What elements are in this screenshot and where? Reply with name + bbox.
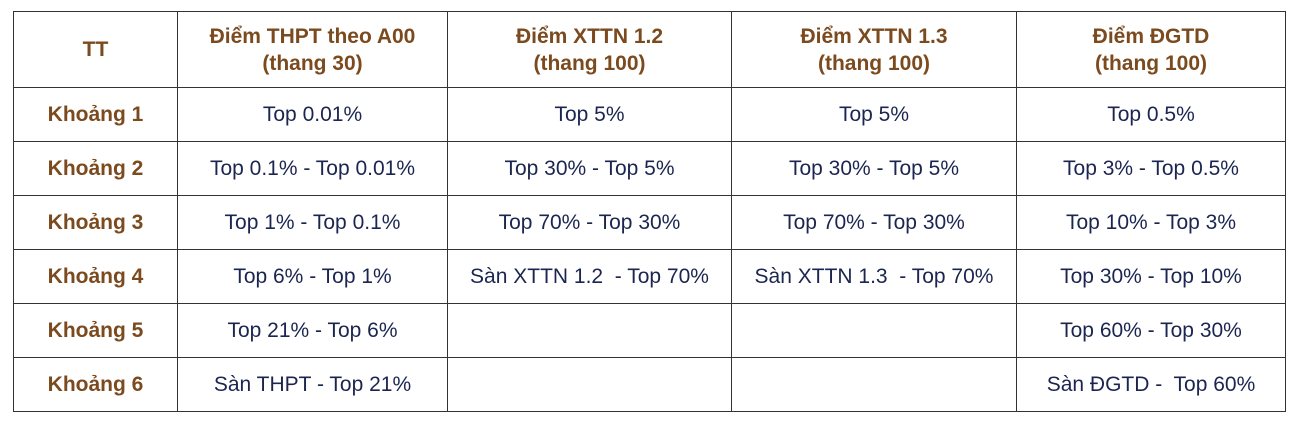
- table-cell: Top 10% - Top 3%: [1016, 195, 1286, 250]
- row-label: Khoảng 6: [13, 357, 178, 412]
- row-label: Khoảng 4: [13, 249, 178, 304]
- row-label: Khoảng 1: [13, 87, 178, 142]
- header-xttn-1-3: Điểm XTTN 1.3 (thang 100): [731, 11, 1017, 88]
- table-cell: Top 5%: [447, 87, 732, 142]
- table-cell-empty: [731, 357, 1017, 412]
- table-row: Khoảng 5 Top 21% - Top 6% Top 60% - Top …: [13, 303, 1286, 358]
- header-xttn-1-2-title: Điểm XTTN 1.2: [515, 24, 664, 48]
- table-row: Khoảng 3 Top 1% - Top 0.1% Top 70% - Top…: [13, 195, 1286, 250]
- header-xttn-1-3-title: Điểm XTTN 1.3: [800, 24, 948, 48]
- header-dgtd-title: Điểm ĐGTD: [1092, 24, 1210, 48]
- header-xttn-1-2: Điểm XTTN 1.2 (thang 100): [447, 11, 732, 88]
- header-thpt: Điểm THPT theo A00 (thang 30): [177, 11, 448, 88]
- table-cell: Top 1% - Top 0.1%: [177, 195, 448, 250]
- table-body: Khoảng 1 Top 0.01% Top 5% Top 5% Top 0.5…: [13, 87, 1286, 412]
- table-cell: Top 5%: [731, 87, 1017, 142]
- table-row: Khoảng 1 Top 0.01% Top 5% Top 5% Top 0.5…: [13, 87, 1286, 142]
- table-cell-empty: [447, 357, 732, 412]
- table-cell: Sàn XTTN 1.2 - Top 70%: [447, 249, 732, 304]
- header-row: TT Điểm THPT theo A00 (thang 30) Điểm XT…: [13, 11, 1286, 88]
- table-cell: Top 30% - Top 10%: [1016, 249, 1286, 304]
- header-xttn-1-2-scale: (thang 100): [533, 51, 646, 75]
- table-header: TT Điểm THPT theo A00 (thang 30) Điểm XT…: [13, 11, 1286, 88]
- table-row: Khoảng 2 Top 0.1% - Top 0.01% Top 30% - …: [13, 141, 1286, 196]
- row-label: Khoảng 5: [13, 303, 178, 358]
- table-cell: Top 21% - Top 6%: [177, 303, 448, 358]
- row-label: Khoảng 3: [13, 195, 178, 250]
- table-cell: Top 3% - Top 0.5%: [1016, 141, 1286, 196]
- table-cell: Top 70% - Top 30%: [447, 195, 732, 250]
- table-cell: Top 6% - Top 1%: [177, 249, 448, 304]
- score-range-table: TT Điểm THPT theo A00 (thang 30) Điểm XT…: [13, 11, 1286, 412]
- header-xttn-1-3-scale: (thang 100): [817, 51, 930, 75]
- table-cell: Top 30% - Top 5%: [731, 141, 1017, 196]
- table-cell: Top 60% - Top 30%: [1016, 303, 1286, 358]
- table-cell: Sàn XTTN 1.3 - Top 70%: [731, 249, 1017, 304]
- table-cell-empty: [447, 303, 732, 358]
- table-cell: Top 0.1% - Top 0.01%: [177, 141, 448, 196]
- row-label: Khoảng 2: [13, 141, 178, 196]
- table-cell: Sàn ĐGTD - Top 60%: [1016, 357, 1286, 412]
- table-cell: Top 0.01%: [177, 87, 448, 142]
- header-dgtd-scale: (thang 100): [1094, 51, 1207, 75]
- table-cell: Top 70% - Top 30%: [731, 195, 1017, 250]
- header-thpt-scale: (thang 30): [262, 51, 363, 75]
- table-cell-empty: [731, 303, 1017, 358]
- table-cell: Top 30% - Top 5%: [447, 141, 732, 196]
- table-row: Khoảng 6 Sàn THPT - Top 21% Sàn ĐGTD - T…: [13, 357, 1286, 412]
- table-cell: Top 0.5%: [1016, 87, 1286, 142]
- header-tt: TT: [13, 11, 178, 88]
- table-cell: Sàn THPT - Top 21%: [177, 357, 448, 412]
- table-row: Khoảng 4 Top 6% - Top 1% Sàn XTTN 1.2 - …: [13, 249, 1286, 304]
- header-tt-label: TT: [82, 38, 109, 61]
- header-thpt-title: Điểm THPT theo A00: [209, 24, 416, 48]
- header-dgtd: Điểm ĐGTD (thang 100): [1016, 11, 1286, 88]
